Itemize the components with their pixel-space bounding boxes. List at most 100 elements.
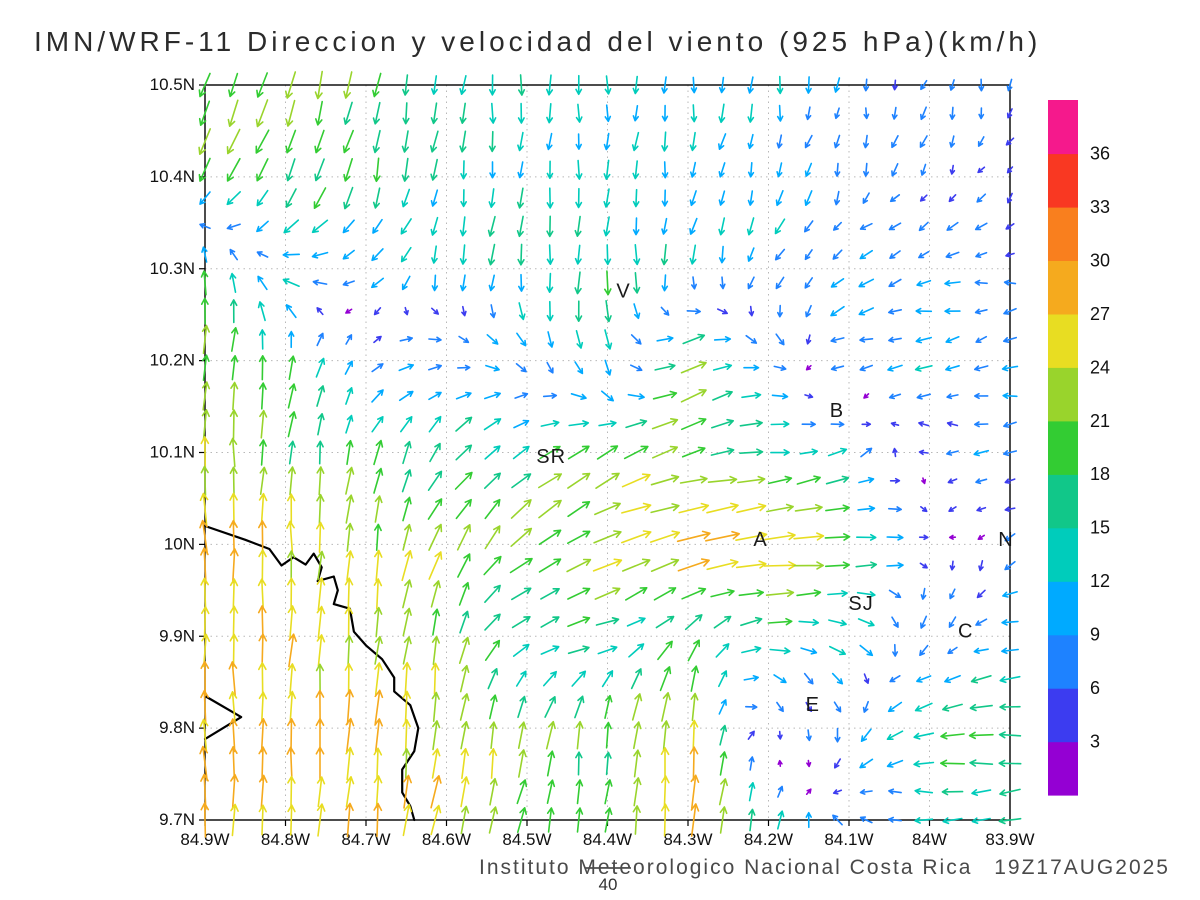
wind-arrow	[430, 189, 439, 207]
wind-arrow	[402, 440, 412, 465]
wind-arrow	[316, 521, 325, 553]
wind-arrow	[712, 390, 733, 401]
wind-arrow	[509, 557, 533, 574]
wind-arrow	[511, 587, 532, 601]
wind-arrow	[944, 280, 961, 287]
wind-arrow	[825, 561, 850, 569]
colorbar-segment	[1048, 206, 1078, 261]
wind-arrow	[805, 811, 812, 829]
wind-arrow	[689, 131, 697, 152]
wind-arrow	[678, 502, 710, 514]
wind-arrow	[198, 100, 211, 126]
wind-arrow	[660, 803, 670, 837]
wind-arrow	[834, 727, 841, 743]
wind-arrow	[285, 304, 297, 319]
wind-arrow	[999, 675, 1021, 684]
wind-arrow	[974, 308, 988, 315]
wind-arrow	[804, 277, 813, 289]
wind-arrow	[687, 639, 700, 662]
wind-arrow	[739, 419, 763, 428]
wind-arrow	[862, 134, 869, 149]
wind-arrow	[627, 393, 645, 400]
wind-arrow	[230, 381, 239, 411]
wind-arrow	[431, 748, 441, 779]
colorbar-tick-label: 18	[1090, 464, 1110, 484]
wind-arrow	[402, 803, 413, 837]
wind-arrow	[976, 589, 986, 599]
wind-arrow	[286, 746, 296, 781]
wind-arrow	[886, 730, 904, 740]
wind-arrow	[283, 219, 300, 234]
wind-arrow	[747, 162, 755, 178]
wind-arrow	[774, 248, 786, 261]
wind-arrow	[859, 758, 874, 769]
wind-arrow	[201, 354, 210, 381]
wind-arrow	[570, 393, 587, 400]
wind-arrow	[345, 334, 353, 345]
wind-arrow	[401, 469, 412, 493]
wind-arrow	[287, 775, 296, 808]
lon-tick-label: 84W	[912, 830, 947, 849]
wind-arrow	[230, 773, 239, 810]
wind-arrow	[373, 335, 382, 344]
colorbar-segment	[1048, 153, 1078, 208]
wind-arrow	[661, 189, 669, 207]
wind-arrow	[888, 278, 902, 288]
wind-arrow	[488, 806, 499, 834]
wind-arrow	[343, 186, 354, 210]
chart-title: IMN/WRF-11 Direccion y velocidad del vie…	[34, 26, 1042, 57]
wind-arrow	[402, 496, 412, 522]
wind-arrow	[430, 804, 442, 836]
wind-arrow	[863, 393, 870, 399]
wind-arrow	[461, 305, 467, 317]
station-label: V	[616, 281, 630, 303]
wind-arrow	[259, 466, 268, 495]
wind-arrow	[948, 506, 957, 512]
wind-arrow	[621, 473, 651, 488]
wind-arrow	[978, 107, 985, 120]
wind-arrow	[652, 390, 678, 400]
wind-arrow	[632, 75, 640, 95]
wind-arrow	[315, 357, 326, 378]
wind-arrow	[460, 805, 470, 835]
wind-arrow	[741, 645, 762, 654]
wind-arrow	[1004, 533, 1016, 542]
wind-arrow	[287, 663, 297, 695]
wind-arrow	[229, 492, 238, 526]
wind-arrow	[287, 605, 297, 639]
wind-arrow	[830, 421, 845, 428]
wind-arrow	[229, 466, 238, 495]
wind-arrow	[429, 442, 441, 463]
wind-arrow	[256, 189, 269, 207]
wind-arrow	[621, 530, 652, 544]
wind-arrow	[656, 335, 674, 343]
wind-arrow	[737, 475, 766, 484]
wind-arrow	[256, 220, 269, 233]
wind-arrow	[345, 689, 354, 725]
wind-arrow	[373, 439, 384, 466]
wind-arrow	[974, 222, 988, 231]
wind-arrow	[886, 759, 904, 768]
wind-arrow	[604, 751, 612, 776]
wind-arrow	[287, 383, 297, 409]
wind-arrow	[285, 71, 297, 99]
wind-arrow	[427, 470, 443, 491]
wind-arrow	[690, 665, 699, 692]
wind-arrow	[767, 475, 793, 485]
coastline	[203, 694, 243, 741]
wind-arrow	[258, 329, 266, 350]
wind-arrow	[681, 587, 707, 600]
wind-arrow	[230, 299, 238, 324]
wind-arrow	[316, 385, 326, 407]
wind-arrow	[633, 777, 642, 807]
wind-arrow	[544, 696, 556, 718]
wind-arrow	[918, 449, 929, 456]
wind-arrow	[661, 775, 670, 809]
wind-arrow	[889, 250, 901, 259]
wind-arrow	[460, 721, 470, 750]
wind-arrow	[287, 690, 297, 723]
wind-arrow	[776, 134, 783, 149]
wind-arrow	[229, 605, 239, 639]
wind-arrow	[745, 334, 758, 344]
wind-arrow	[458, 581, 470, 606]
